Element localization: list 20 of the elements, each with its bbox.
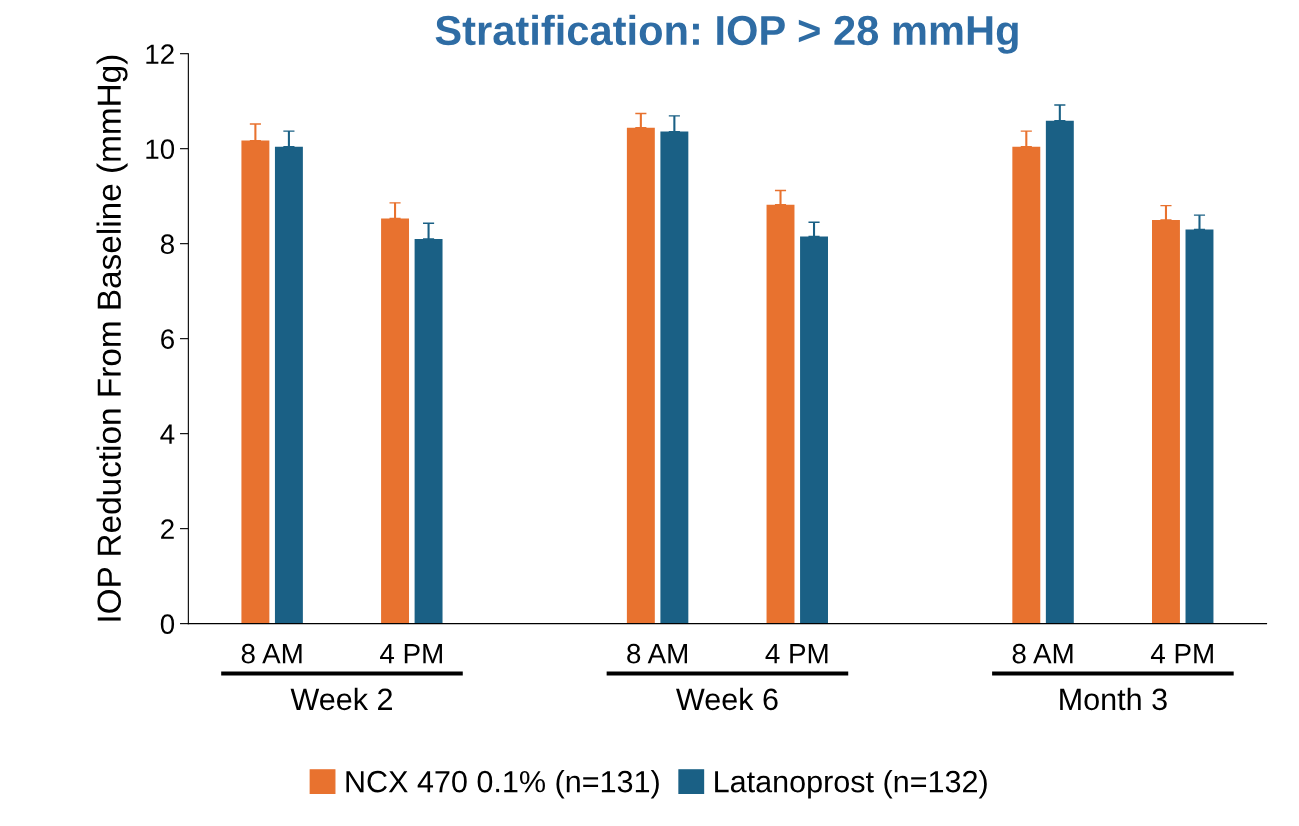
x-tick-label: 8 AM	[241, 643, 302, 664]
legend-label: NCX 470 0.1% (n=131)	[346, 770, 659, 799]
y-tick-label: 2	[161, 519, 174, 539]
y-axis-title: IOP Reduction From Baseline (mmHg)	[96, 55, 128, 621]
y-tick-label: 4	[160, 424, 175, 444]
x-tick-label: 4 PM	[380, 644, 442, 664]
legend-label: Latanoprost (n=132)	[715, 770, 987, 799]
text: Month 3	[1060, 687, 1167, 711]
chart-title: Stratification: IOP > 28 mmHg	[435, 14, 1018, 54]
y-tick-label: 6	[161, 329, 174, 349]
y-tick-label: 12	[146, 44, 174, 64]
text: Week 6	[676, 687, 778, 711]
x-tick-label: 4 PM	[765, 644, 828, 664]
y-tick-label: 8	[160, 234, 174, 255]
x-tick-label: 8 AM	[627, 643, 687, 664]
x-tick-label: 8 AM	[1012, 643, 1073, 664]
x-tick-label: 4 PM	[1150, 644, 1213, 664]
text: Week 2	[290, 687, 392, 711]
y-tick-label: 10	[146, 139, 175, 160]
y-tick-label: 0	[160, 614, 175, 634]
